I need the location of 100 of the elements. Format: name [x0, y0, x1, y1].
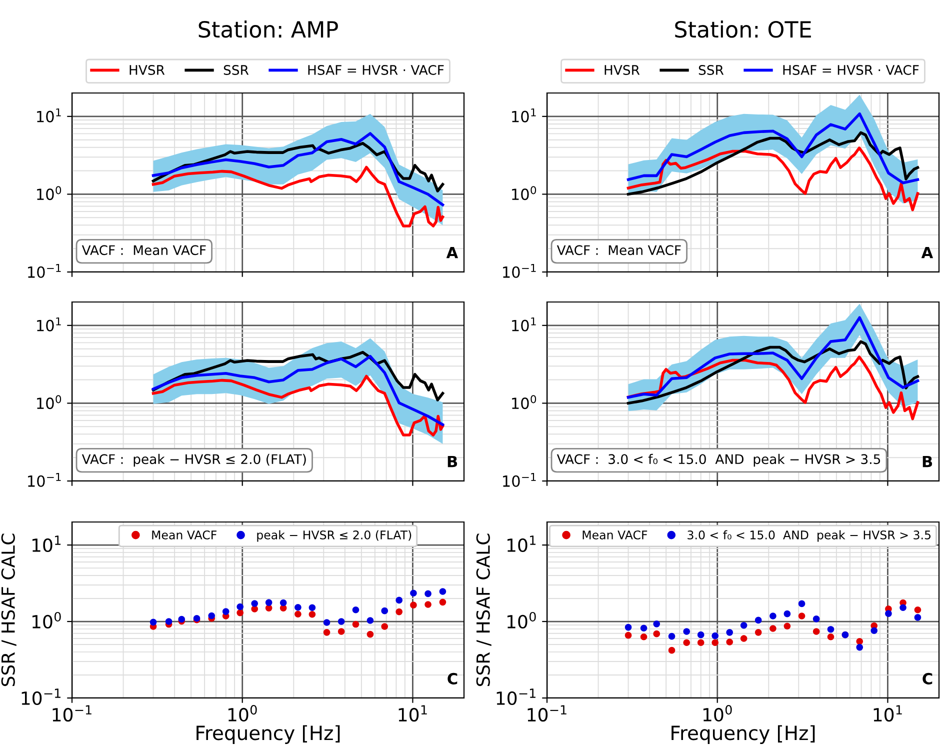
- legend-label: 3.0 < f₀ < 15.0 AND peak − HVSR > 3.5: [688, 530, 930, 542]
- y-tick-label: 10$^{−1}$: [28, 473, 61, 487]
- legend-label: Mean VACF: [582, 530, 648, 540]
- point: [885, 610, 892, 617]
- y-tick-label: 10$^{−1}$: [22, 688, 60, 705]
- point: [740, 635, 748, 642]
- point: [236, 603, 244, 610]
- point: [352, 606, 360, 614]
- legend-label: HVSR: [130, 65, 165, 75]
- point: [683, 628, 690, 635]
- y-tick-label: 10$^{0}$: [37, 186, 62, 200]
- y-tick-label: 10$^{−1}$: [496, 688, 536, 705]
- x-axis-title: Frequency [Hz]: [672, 725, 815, 744]
- annotation: VACF : peak − HVSR ≤ 2.0 (FLAT): [82, 454, 306, 467]
- x-axis-title: Frequency [Hz]: [196, 725, 340, 744]
- point: [338, 618, 345, 625]
- point: [396, 608, 403, 616]
- annotation: A: [921, 246, 934, 258]
- annotation: VACF : 3.0 < f₀ < 15.0 AND peak − HVSR > 3.5: [556, 454, 880, 467]
- point: [754, 616, 762, 624]
- legend-label: Mean VACF: [152, 530, 216, 540]
- x-tick-label: 10$^{−1}$: [528, 705, 566, 722]
- x-tick-label: 10$^{0}$: [228, 705, 257, 722]
- point: [308, 604, 316, 612]
- point: [856, 638, 864, 645]
- point: [381, 607, 388, 614]
- y-tick-label: 10$^{−1}$: [503, 264, 536, 278]
- point: [914, 606, 922, 614]
- legend-label: peak − HVSR ≤ 2.0 (FLAT): [257, 530, 412, 542]
- y-tick-label: 10$^{1}$: [32, 536, 61, 552]
- point: [683, 639, 690, 646]
- annotation: B: [922, 456, 932, 468]
- point: [323, 619, 330, 626]
- annotation: VACF : Mean VACF: [556, 245, 681, 256]
- point: [870, 627, 878, 634]
- point: [827, 633, 834, 640]
- annotation: C: [922, 672, 932, 684]
- annotation: A: [446, 246, 458, 258]
- point: [712, 632, 719, 640]
- point: [265, 599, 272, 606]
- line-series: [152, 132, 444, 206]
- point: [856, 644, 864, 651]
- point: [208, 612, 216, 620]
- line-series: [626, 112, 920, 184]
- y-tick-label: 10$^{0}$: [37, 395, 62, 410]
- annotation: VACF : Mean VACF: [82, 245, 206, 256]
- point: [150, 618, 157, 626]
- point: [640, 624, 648, 632]
- point: [653, 630, 660, 638]
- point: [165, 618, 172, 625]
- point: [396, 596, 403, 604]
- point: [697, 631, 704, 638]
- annotation: B: [448, 456, 458, 468]
- point: [726, 638, 734, 646]
- point: [900, 604, 906, 612]
- point: [668, 646, 676, 654]
- x-tick-label: 10$^{−1}$: [52, 705, 92, 722]
- point: [323, 629, 330, 636]
- chart-title: Station: AMP: [198, 20, 338, 38]
- point: [740, 622, 748, 629]
- point: [251, 600, 258, 607]
- point: [424, 590, 432, 598]
- chart-title: Station: OTE: [675, 20, 811, 38]
- legend-label: SSR: [698, 65, 724, 75]
- y-tick-label: 10$^{1}$: [512, 108, 536, 122]
- y-axis-title: SSR / HSAF CALC: [476, 534, 492, 686]
- point: [712, 639, 719, 646]
- point: [308, 610, 316, 618]
- point: [236, 609, 244, 616]
- point: [798, 612, 806, 620]
- point: [294, 604, 302, 611]
- point: [914, 614, 922, 621]
- point: [697, 639, 704, 646]
- legend-label: HVSR: [604, 65, 640, 75]
- legend-label: HSAF = HVSR · VACF: [783, 65, 919, 75]
- point: [726, 629, 734, 636]
- point: [439, 598, 446, 606]
- annotation: C: [448, 672, 458, 684]
- y-tick-label: 10$^{0}$: [32, 612, 61, 628]
- y-tick-label: 10$^{1}$: [37, 108, 61, 122]
- legend-label: SSR: [224, 65, 249, 75]
- y-tick-label: 10$^{0}$: [507, 612, 536, 628]
- point: [381, 623, 388, 630]
- x-tick-label: 10$^{1}$: [874, 705, 902, 722]
- x-tick-label: 10$^{1}$: [398, 705, 427, 722]
- point: [653, 620, 660, 628]
- y-tick-label: 10$^{1}$: [37, 317, 61, 332]
- point: [624, 632, 632, 639]
- y-tick-label: 10$^{0}$: [512, 395, 536, 410]
- y-tick-label: 10$^{1}$: [512, 317, 536, 332]
- point: [294, 610, 302, 618]
- x-tick-label: 10$^{0}$: [703, 705, 732, 722]
- point: [640, 633, 648, 640]
- y-tick-label: 10$^{0}$: [512, 186, 536, 200]
- line-series: [152, 354, 444, 426]
- point: [827, 626, 834, 633]
- y-tick-label: 10$^{−1}$: [28, 264, 61, 278]
- point: [754, 629, 762, 636]
- y-axis-title: SSR / HSAF CALC: [1, 534, 16, 686]
- legend-label: HSAF = HVSR · VACF: [308, 65, 444, 75]
